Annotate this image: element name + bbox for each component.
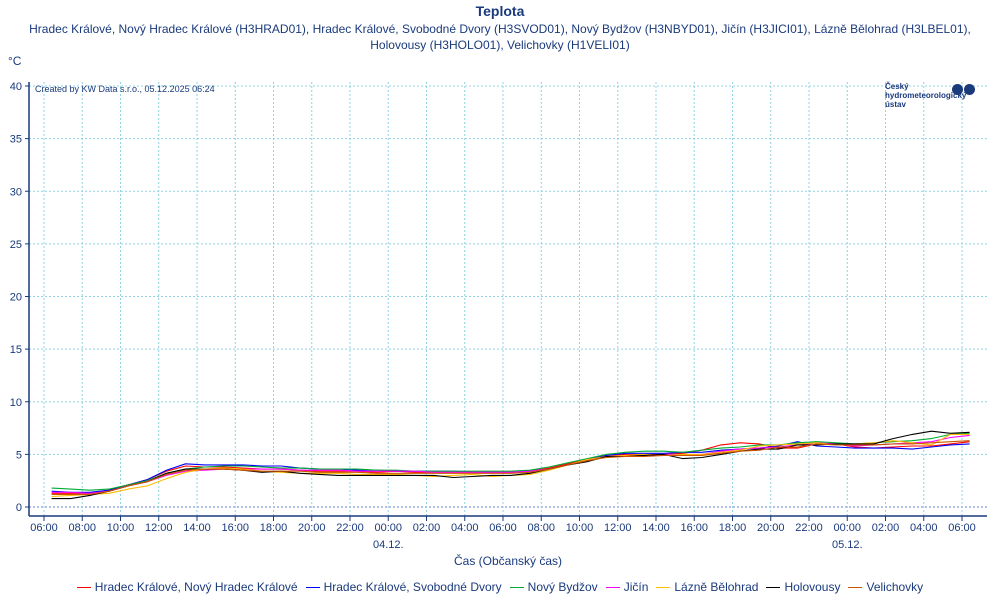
legend-label: Jičín (623, 580, 649, 594)
legend-label: Velichovky (866, 580, 924, 594)
legend-item[interactable]: Lázně Bělohrad (656, 580, 758, 594)
chart-title: Teplota (475, 3, 525, 19)
y-tick-label: 35 (10, 134, 22, 146)
logo-text-line: Český (885, 82, 909, 91)
legend-label: Lázně Bělohrad (674, 580, 759, 594)
date-label: 05.12. (832, 539, 863, 551)
legend-swatch (766, 587, 781, 589)
chmu-logo: Český hydrometeorologický ústav (885, 82, 966, 109)
y-tick-label: 20 (10, 292, 22, 304)
x-tick-label: 06:00 (489, 522, 517, 534)
logo-text-line: ústav (885, 100, 906, 109)
y-tick-label: 30 (10, 186, 22, 198)
series-line-hradec-kr-lov-svobodn-dvory (51, 441, 970, 493)
x-tick-label: 14:00 (642, 522, 670, 534)
legend-swatch (305, 587, 320, 589)
y-tick-label: 10 (10, 397, 22, 409)
y-axis-label: °C (8, 54, 22, 68)
legend-swatch (509, 587, 524, 589)
x-tick-label: 10:00 (566, 522, 594, 534)
legend-item[interactable]: Holovousy (766, 580, 840, 594)
legend-swatch (848, 587, 863, 589)
y-tick-label: 15 (10, 344, 22, 356)
series-line-velichovky (51, 440, 970, 495)
x-tick-label: 12:00 (145, 522, 173, 534)
credit-text: Created by KW Data s.r.o., 05.12.2025 06… (35, 84, 215, 94)
y-tick-label: 5 (16, 449, 22, 461)
x-tick-label: 14:00 (183, 522, 211, 534)
x-tick-label: 22:00 (336, 522, 364, 534)
legend-label: Hradec Králové, Nový Hradec Králové (94, 580, 298, 594)
legend-item[interactable]: Nový Bydžov (509, 580, 598, 594)
legend-item[interactable]: Velichovky (848, 580, 923, 594)
x-tick-label: 20:00 (298, 522, 326, 534)
y-tick-label: 0 (16, 502, 22, 514)
legend: Hradec Králové, Nový Hradec Králové Hrade… (0, 580, 1000, 594)
series-line-hradec-kr-lov-nov-hradec-kr-lov- (51, 441, 970, 494)
legend-label: Hradec Králové, Svobodné Dvory (323, 580, 502, 594)
legend-label: Nový Bydžov (527, 580, 598, 594)
y-tick-label: 25 (10, 239, 22, 251)
chmu-logo-mark (952, 82, 976, 100)
x-tick-label: 00:00 (374, 522, 402, 534)
x-tick-label: 12:00 (604, 522, 632, 534)
x-tick-label: 08:00 (68, 522, 96, 534)
x-tick-label: 06:00 (948, 522, 976, 534)
x-tick-label: 04:00 (451, 522, 479, 534)
chart-subtitle: Hradec Králové, Nový Hradec Králové (H3H… (29, 22, 971, 52)
y-tick-label: 40 (10, 81, 22, 93)
legend-item[interactable]: Hradec Králové, Svobodné Dvory (305, 580, 502, 594)
legend-label: Holovousy (784, 580, 841, 594)
x-tick-label: 16:00 (680, 522, 708, 534)
legend-item[interactable]: Hradec Králové, Nový Hradec Králové (76, 580, 298, 594)
series-line-holovousy (51, 430, 970, 500)
legend-item[interactable]: Jičín (605, 580, 649, 594)
logo-text-line: hydrometeorologický (885, 91, 967, 100)
x-tick-label: 20:00 (757, 522, 785, 534)
series-line-nov-byd-ov (51, 432, 970, 491)
x-tick-label: 08:00 (527, 522, 555, 534)
x-tick-label: 16:00 (221, 522, 249, 534)
x-tick-label: 04:00 (910, 522, 938, 534)
x-tick-label: 18:00 (260, 522, 288, 534)
x-tick-label: 22:00 (795, 522, 823, 534)
x-axis-label: Čas (Občanský čas) (454, 553, 562, 568)
x-tick-label: 02:00 (872, 522, 900, 534)
legend-swatch (656, 587, 671, 589)
x-tick-label: 00:00 (833, 522, 861, 534)
x-tick-label: 18:00 (719, 522, 747, 534)
legend-swatch (605, 587, 620, 589)
x-tick-label: 02:00 (413, 522, 441, 534)
legend-swatch (76, 587, 91, 589)
x-tick-label: 06:00 (30, 522, 58, 534)
x-tick-label: 10:00 (107, 522, 135, 534)
date-label: 04.12. (373, 539, 404, 551)
